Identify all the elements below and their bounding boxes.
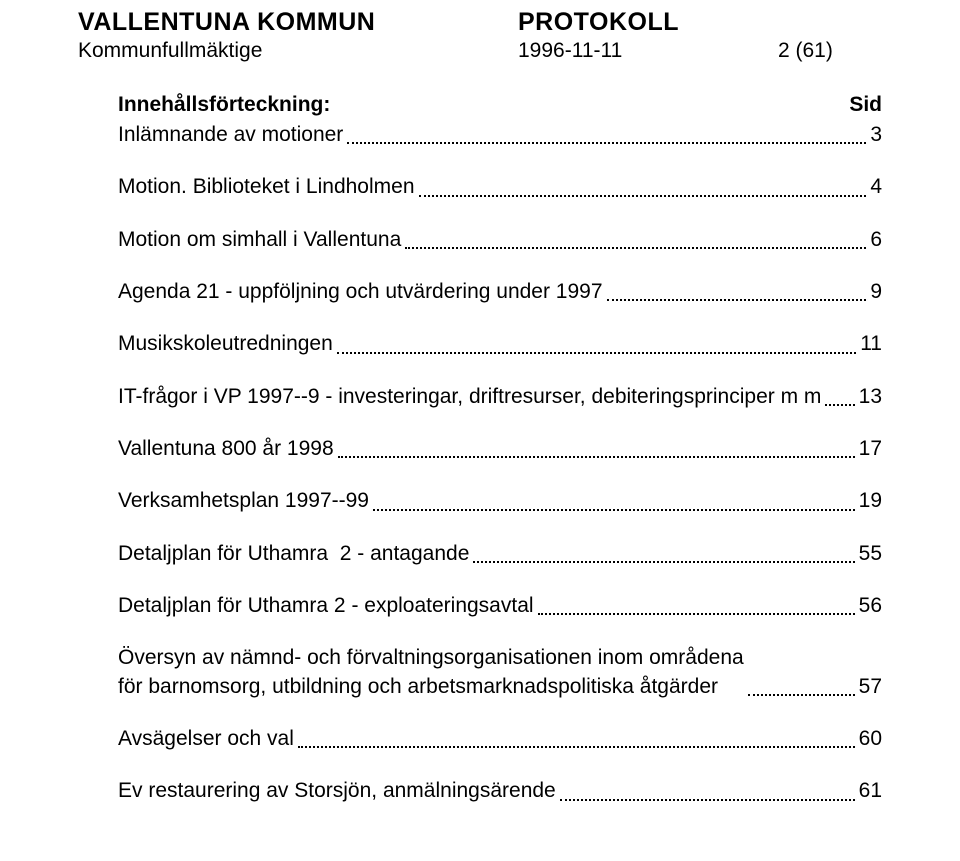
toc-entry-label: Ev restaurering av Storsjön, anmälningsä… (118, 777, 556, 805)
toc-entry-page: 56 (859, 592, 882, 620)
toc-entry: Översyn av nämnd- och förvaltningsorgani… (118, 644, 882, 701)
page: VALLENTUNA KOMMUN PROTOKOLL Kommunfullmä… (0, 0, 960, 861)
toc-leader-dots (538, 613, 855, 615)
toc-leader-dots (419, 195, 867, 197)
toc-entry: Vallentuna 800 år 1998 17 (118, 435, 882, 463)
toc-entry-label: Motion. Biblioteket i Lindholmen (118, 173, 415, 201)
toc-entry-label: Detaljplan för Uthamra 2 - exploaterings… (118, 592, 534, 620)
toc-entry: Verksamhetsplan 1997--99 19 (118, 487, 882, 515)
toc-leader-dots (607, 299, 867, 301)
toc-entry-label: Verksamhetsplan 1997--99 (118, 487, 369, 515)
body-name: Kommunfullmäktige (78, 39, 518, 63)
toc-entry: Agenda 21 - uppföljning och utvärdering … (118, 278, 882, 306)
toc-entry: Motion. Biblioteket i Lindholmen 4 (118, 173, 882, 201)
toc-heading: Innehållsförteckning: (118, 93, 330, 117)
toc-entry: Ev restaurering av Storsjön, anmälningsä… (118, 777, 882, 805)
toc-leader-dots (473, 561, 854, 563)
toc-leader-dots (748, 694, 855, 696)
meeting-date: 1996-11-11 (518, 39, 778, 63)
table-of-contents: Innehållsförteckning: Sid Inlämnande av … (78, 93, 882, 806)
toc-page-label: Sid (849, 93, 882, 117)
toc-entry-label: Inlämnande av motioner (118, 121, 343, 149)
toc-entry: Detaljplan för Uthamra 2 - antagande 55 (118, 540, 882, 568)
toc-entry-label: Översyn av nämnd- och förvaltningsorgani… (118, 644, 744, 701)
toc-entry-page: 3 (870, 121, 882, 149)
toc-entry-label: Musikskoleutredningen (118, 330, 333, 358)
toc-entry-label: Agenda 21 - uppföljning och utvärdering … (118, 278, 603, 306)
toc-entry-label: Motion om simhall i Vallentuna (118, 226, 401, 254)
org-name: VALLENTUNA KOMMUN (78, 8, 518, 37)
toc-entry-label: Avsägelser och val (118, 725, 294, 753)
toc-entry: IT-frågor i VP 1997--9 - investeringar, … (118, 383, 882, 411)
toc-leader-dots (825, 404, 854, 406)
toc-leader-dots (405, 247, 866, 249)
header-row: VALLENTUNA KOMMUN PROTOKOLL (78, 8, 882, 37)
toc-entry-page: 13 (859, 383, 882, 411)
toc-entry-page: 57 (859, 673, 882, 701)
toc-leader-dots (347, 142, 866, 144)
toc-entry: Motion om simhall i Vallentuna 6 (118, 226, 882, 254)
toc-entry: Detaljplan för Uthamra 2 - exploaterings… (118, 592, 882, 620)
toc-leader-dots (337, 352, 856, 354)
toc-entry-page: 6 (870, 226, 882, 254)
toc-entry: Inlämnande av motioner 3 (118, 121, 882, 149)
toc-entry: Avsägelser och val 60 (118, 725, 882, 753)
toc-entry-page: 55 (859, 540, 882, 568)
toc-title-row: Innehållsförteckning: Sid (118, 93, 882, 117)
page-number: 2 (61) (778, 39, 882, 63)
toc-leader-dots (338, 456, 855, 458)
toc-entry-page: 4 (870, 173, 882, 201)
toc-leader-dots (298, 746, 855, 748)
subheader-row: Kommunfullmäktige 1996-11-11 2 (61) (78, 39, 882, 63)
toc-entry-label: Detaljplan för Uthamra 2 - antagande (118, 540, 469, 568)
toc-entry-label: Vallentuna 800 år 1998 (118, 435, 334, 463)
toc-entry-page: 17 (859, 435, 882, 463)
toc-leader-dots (373, 509, 855, 511)
toc-entry-page: 9 (870, 278, 882, 306)
toc-entry: Musikskoleutredningen 11 (118, 330, 882, 358)
toc-leader-dots (560, 799, 855, 801)
toc-entry-page: 60 (859, 725, 882, 753)
doc-type: PROTOKOLL (518, 8, 882, 37)
toc-entry-page: 61 (859, 777, 882, 805)
toc-entry-page: 11 (860, 330, 882, 358)
toc-entry-page: 19 (859, 487, 882, 515)
toc-entry-label: IT-frågor i VP 1997--9 - investeringar, … (118, 383, 821, 411)
